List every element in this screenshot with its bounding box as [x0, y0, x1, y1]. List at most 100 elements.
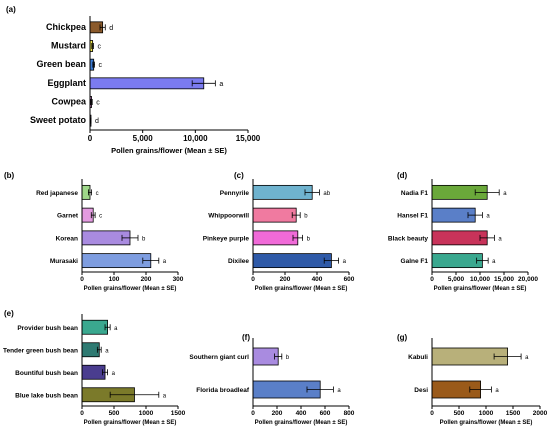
- x-tick-label: 1500: [506, 410, 521, 417]
- x-tick-label: 0: [251, 276, 255, 283]
- significance-label: a: [219, 81, 223, 88]
- chart-panel: (b) Red japanese c Garnet c Korean b Murasaki a 0…: [4, 171, 184, 292]
- significance-label: a: [498, 236, 502, 242]
- panel-label: (c): [234, 171, 244, 180]
- significance-label: d: [95, 118, 99, 125]
- panel-label: (e): [4, 309, 14, 318]
- x-tick-label: 200: [272, 410, 283, 417]
- x-tick-label: 1500: [171, 410, 186, 417]
- x-axis-title: Pollen grains/flower (Mean ± SE): [84, 286, 177, 292]
- x-tick-label: 10,000: [470, 276, 490, 283]
- category-label: Pennyrile: [220, 190, 250, 197]
- data-bar: [81, 342, 100, 358]
- category-label: Cowpea: [51, 97, 87, 107]
- x-tick-label: 0: [80, 276, 84, 283]
- significance-label: a: [112, 371, 116, 377]
- significance-label: a: [486, 214, 490, 220]
- significance-label: b: [142, 236, 146, 242]
- category-label: Provider bush bean: [17, 325, 78, 332]
- x-tick-label: 200: [280, 276, 291, 283]
- category-label: Kabuli: [408, 354, 428, 361]
- x-tick-label: 10,000: [183, 134, 208, 143]
- panel-label: (g): [397, 333, 408, 342]
- x-tick-label: 0: [80, 410, 84, 417]
- category-label: Garnet: [57, 213, 79, 220]
- chart-panel: (f) Southern giant curl b Florida broadleaf…: [189, 333, 354, 426]
- data-bar: [81, 253, 152, 269]
- panel-label: (f): [242, 333, 250, 342]
- category-label: Murasaki: [50, 258, 78, 265]
- x-tick-label: 400: [312, 276, 323, 283]
- x-axis-title: Pollen grains/flower (Mean ± SE): [440, 420, 533, 426]
- category-label: Tender green bush bean: [3, 347, 78, 354]
- category-label: Hansel F1: [397, 213, 428, 220]
- panel-label: (a): [6, 5, 16, 14]
- category-label: Nadia F1: [401, 190, 428, 197]
- data-bar: [89, 77, 205, 90]
- significance-label: b: [307, 236, 311, 242]
- category-label: Florida broadleaf: [196, 387, 250, 394]
- data-bar: [252, 230, 299, 246]
- x-tick-label: 200: [141, 276, 152, 283]
- x-tick-label: 5,000: [133, 134, 154, 143]
- significance-label: c: [99, 214, 102, 220]
- x-tick-label: 500: [454, 410, 465, 417]
- x-axis-title: Pollen grains/flower (Mean ± SE): [111, 146, 227, 155]
- x-tick-label: 15,000: [236, 134, 261, 143]
- x-tick-label: 1000: [479, 410, 494, 417]
- chart-panel: (d) Nadia F1 a Hansel F1 a Black beauty a Galne…: [388, 171, 538, 292]
- x-tick-label: 800: [344, 410, 355, 417]
- x-axis-title: Pollen grains/flower (Mean ± SE): [255, 420, 348, 426]
- x-tick-label: 15,000: [494, 276, 514, 283]
- category-label: Desi: [414, 387, 428, 394]
- chart-panel: (a) Chickpea d Mustard c Green bean c Eggplant a…: [6, 5, 261, 155]
- data-bar: [81, 364, 106, 380]
- x-tick-label: 400: [296, 410, 307, 417]
- x-tick-label: 600: [344, 276, 355, 283]
- x-axis-title: Pollen grains/flower (Mean ± SE): [434, 286, 527, 292]
- category-label: Pinkeye purple: [203, 235, 250, 242]
- x-tick-label: 300: [173, 276, 184, 283]
- data-bar: [252, 207, 297, 223]
- x-tick-label: 600: [320, 410, 331, 417]
- x-tick-label: 5,000: [448, 276, 465, 283]
- category-label: Red japanese: [36, 190, 78, 197]
- significance-label: c: [99, 62, 103, 69]
- category-label: Blue lake bush bean: [15, 392, 78, 399]
- significance-label: ab: [323, 191, 330, 197]
- category-label: Mustard: [51, 41, 86, 51]
- significance-label: c: [96, 100, 100, 107]
- x-tick-label: 100: [109, 276, 120, 283]
- significance-label: d: [109, 25, 113, 32]
- x-tick-label: 2000: [533, 410, 548, 417]
- significance-label: a: [492, 259, 496, 265]
- data-bar: [81, 319, 109, 335]
- significance-label: a: [105, 348, 109, 354]
- x-tick-label: 0: [430, 410, 434, 417]
- x-tick-label: 0: [430, 276, 434, 283]
- significance-label: c: [96, 191, 99, 197]
- significance-label: a: [503, 191, 507, 197]
- category-label: Black beauty: [388, 235, 428, 242]
- significance-label: a: [163, 393, 167, 399]
- x-tick-label: 1000: [139, 410, 154, 417]
- significance-label: a: [495, 388, 499, 394]
- chart-panel: (e)Provider bush bean a Tender green bush …: [3, 309, 186, 426]
- category-label: Galne F1: [401, 258, 429, 265]
- data-bar: [431, 253, 483, 269]
- significance-label: a: [343, 259, 347, 265]
- data-bar: [252, 253, 332, 269]
- category-label: Chickpea: [46, 22, 87, 32]
- significance-label: a: [525, 355, 529, 361]
- category-label: Whippoorwill: [208, 213, 249, 220]
- panel-label: (d): [397, 171, 408, 180]
- significance-label: a: [114, 326, 118, 332]
- x-tick-label: 0: [88, 134, 93, 143]
- category-label: Sweet potato: [30, 115, 87, 125]
- category-label: Korean: [56, 235, 78, 242]
- significance-label: a: [337, 388, 341, 394]
- significance-label: b: [304, 214, 308, 220]
- data-bar: [431, 230, 488, 246]
